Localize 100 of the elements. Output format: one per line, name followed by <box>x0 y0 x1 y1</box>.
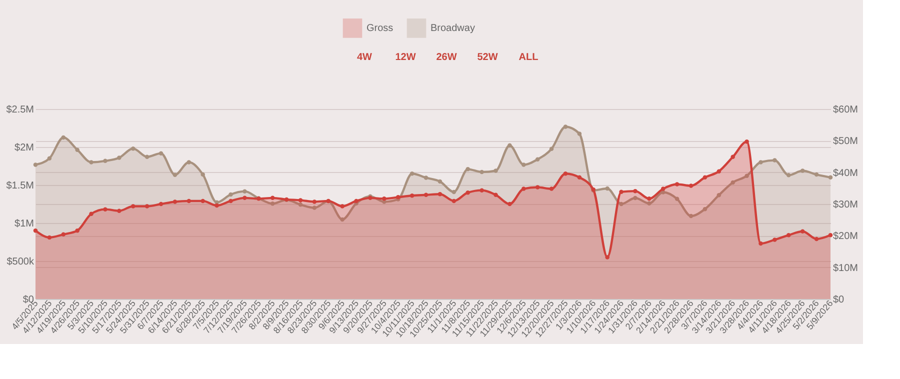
point <box>242 189 247 194</box>
point <box>772 158 777 162</box>
point <box>800 168 805 173</box>
point <box>494 168 498 173</box>
point <box>103 158 108 164</box>
point <box>814 236 819 242</box>
point <box>172 172 178 177</box>
point <box>144 154 150 159</box>
y2-tick-label: $60M <box>832 104 858 116</box>
point <box>605 186 610 191</box>
point <box>61 135 66 140</box>
text: 52W <box>477 52 498 63</box>
point <box>674 196 680 202</box>
y-tick-label: $500k <box>6 256 35 268</box>
y2-tick-label: $30M <box>832 200 858 210</box>
point <box>522 162 526 167</box>
point <box>647 196 652 201</box>
point <box>535 157 540 162</box>
y2-tick-label: $40M <box>832 168 858 179</box>
point <box>633 188 638 194</box>
y-tick-label: $1M <box>14 218 34 230</box>
point <box>772 238 777 242</box>
text: 12W <box>395 52 416 63</box>
point <box>228 192 233 197</box>
point <box>758 241 763 246</box>
point <box>549 146 554 152</box>
y2-tick-label: $20M <box>832 231 858 242</box>
point <box>131 204 136 208</box>
point <box>158 202 164 206</box>
point <box>716 169 722 174</box>
point <box>340 217 344 222</box>
point <box>410 194 414 198</box>
point <box>466 190 470 195</box>
point <box>452 190 456 194</box>
point <box>312 200 317 204</box>
point <box>619 202 624 206</box>
point <box>270 202 275 206</box>
point <box>549 186 554 191</box>
point <box>702 206 708 212</box>
point <box>214 203 219 208</box>
y-tick-label: $1.5M <box>6 180 34 192</box>
point <box>298 198 303 202</box>
point <box>270 196 275 200</box>
point <box>508 202 512 206</box>
point <box>647 201 652 206</box>
point <box>716 193 722 198</box>
point <box>800 229 805 234</box>
point <box>186 198 192 204</box>
point <box>480 188 484 192</box>
y2-tick-label: $50M <box>832 136 858 148</box>
point <box>382 196 386 201</box>
point <box>354 198 358 204</box>
point <box>424 176 428 180</box>
point <box>814 172 819 177</box>
point <box>47 235 52 240</box>
point <box>730 180 735 185</box>
point <box>61 232 66 237</box>
point <box>577 175 582 180</box>
point <box>410 171 414 176</box>
point <box>577 132 582 136</box>
point <box>730 154 735 159</box>
point <box>131 146 136 151</box>
legend-label: Broadway <box>430 23 475 34</box>
point <box>535 185 540 190</box>
legend-label: Gross <box>366 23 394 34</box>
point <box>424 192 428 197</box>
point <box>605 255 610 260</box>
point <box>688 184 694 188</box>
point <box>47 156 52 161</box>
y2-tick-label: $10M <box>832 262 858 274</box>
text: 26W <box>436 52 458 63</box>
point <box>522 186 526 191</box>
point <box>619 190 624 194</box>
point <box>633 196 638 200</box>
point <box>89 160 94 164</box>
point <box>75 148 80 152</box>
point <box>298 202 303 207</box>
point <box>828 233 833 238</box>
point <box>117 208 122 213</box>
point <box>117 156 122 160</box>
point <box>186 160 192 164</box>
point <box>744 140 749 144</box>
point <box>200 198 205 204</box>
point <box>758 160 763 164</box>
y2-tick-label: $0 <box>832 294 845 306</box>
point <box>312 206 317 210</box>
point <box>688 214 694 218</box>
point <box>33 228 38 233</box>
point <box>508 143 512 148</box>
point <box>200 172 205 177</box>
text: 4W <box>357 52 373 63</box>
point <box>494 192 498 197</box>
point <box>744 174 749 178</box>
point <box>438 179 442 184</box>
point <box>786 173 791 178</box>
point <box>563 171 568 176</box>
point <box>242 196 247 200</box>
y-tick-label: $2M <box>14 142 34 154</box>
point <box>228 198 233 204</box>
point <box>702 175 708 180</box>
